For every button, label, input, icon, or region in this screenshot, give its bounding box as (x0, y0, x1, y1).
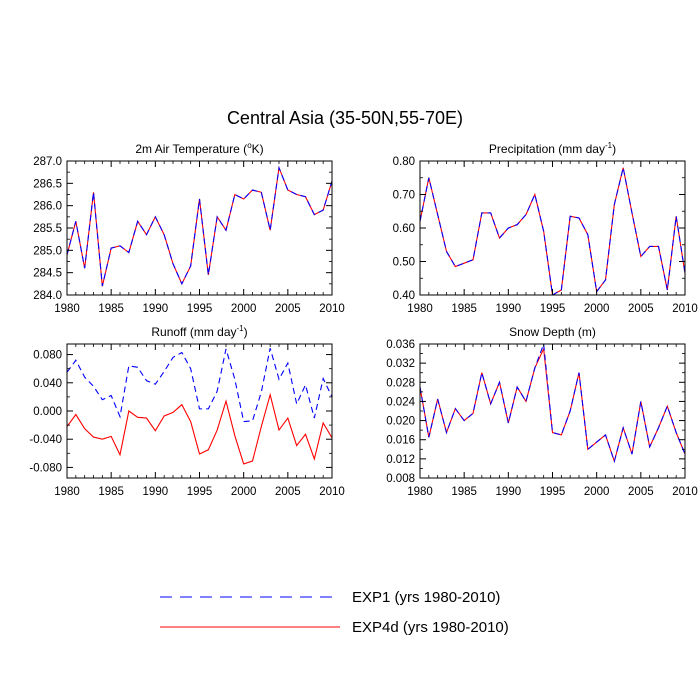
x-tick-label: 1995 (187, 486, 213, 498)
x-tick-label: 1990 (143, 486, 169, 498)
y-tick-label: 0.012 (386, 454, 415, 466)
series-group (67, 348, 332, 465)
series-line-exp1 (420, 167, 685, 295)
x-tick-label: 1990 (143, 303, 169, 315)
y-tick-label: 284.0 (33, 290, 62, 302)
x-tick-label: 2000 (231, 303, 257, 315)
y-tick-label: 0.020 (386, 416, 415, 428)
plot-frame (419, 343, 686, 479)
y-tick-label: 285.5 (33, 223, 62, 235)
series-line-exp1 (420, 344, 685, 464)
panel-temperature: 2m Air Temperature (oK) 1980 1985 1990 1995 2… (33, 141, 345, 315)
x-tick-label: 2010 (319, 486, 345, 498)
x-tick-label: 2000 (584, 303, 610, 315)
main-title: Central Asia (35-50N,55-70E) (227, 108, 463, 128)
panel-title: Precipitation (mm day-1) (489, 141, 616, 156)
panel-title-post: ) (244, 325, 248, 339)
y-tick-label: 0.028 (386, 377, 415, 389)
panel-title: Snow Depth (m) (509, 325, 596, 339)
y-tick-label: -0.080 (29, 462, 62, 474)
x-tick-label: 2000 (584, 486, 610, 498)
y-tick-label: 0.80 (393, 156, 415, 168)
y-tick-label: 0.70 (393, 190, 415, 202)
panel-runoff: Runoff (mm day-1) 1980 1985 1990 1995 2000 200… (29, 324, 344, 498)
x-tick-label: 2010 (319, 303, 345, 315)
x-tick-label: 1985 (451, 303, 477, 315)
y-tick-label: 286.5 (33, 178, 62, 190)
x-tick-label: 1995 (540, 486, 566, 498)
x-tick-label: 1985 (98, 486, 124, 498)
series-line-exp4d (420, 167, 685, 295)
series-line-exp1 (67, 165, 332, 287)
panel-title: 2m Air Temperature (oK) (135, 141, 263, 156)
y-tick-label: 0.032 (386, 358, 415, 370)
x-tick-label: 1980 (407, 486, 433, 498)
legend-label-exp1: EXP1 (yrs 1980-2010) (352, 589, 500, 606)
series-line-exp4d (420, 346, 685, 464)
x-tick-label: 2005 (628, 486, 654, 498)
x-tick-label: 1995 (187, 303, 213, 315)
plot-frame (419, 160, 686, 296)
x-tick-label: 1980 (54, 486, 80, 498)
y-tick-label: 0.016 (386, 435, 415, 447)
x-tick-label: 2005 (628, 303, 654, 315)
y-tick-label: 286.0 (33, 201, 62, 213)
y-tick-label: 0.080 (33, 350, 62, 362)
x-tick-label: 1985 (451, 486, 477, 498)
x-tick-label: 1995 (540, 303, 566, 315)
plot-frame (66, 343, 333, 479)
panel-title-post: K) (252, 142, 264, 156)
panel-title-post: ) (612, 142, 616, 156)
x-tick-label: 1980 (407, 303, 433, 315)
panel-title-sup: -1 (605, 141, 613, 150)
panel-title-sup: o (247, 141, 252, 150)
y-tick-label: 0.50 (393, 257, 415, 269)
x-tick-label: 2005 (275, 303, 301, 315)
y-tick-label: 0.008 (386, 473, 415, 485)
panel-title-main: Precipitation (mm day (489, 142, 605, 156)
x-tick-label: 2010 (672, 303, 698, 315)
legend: EXP1 (yrs 1980-2010) EXP4d (yrs 1980-201… (160, 589, 509, 636)
legend-label-exp4d: EXP4d (yrs 1980-2010) (352, 619, 509, 636)
plot-frame (66, 160, 333, 296)
panel-title-main: Snow Depth (m) (509, 325, 596, 339)
x-tick-label: 1980 (54, 303, 80, 315)
panel-title: Runoff (mm day-1) (151, 324, 247, 339)
y-tick-label: 285.0 (33, 245, 62, 257)
y-tick-label: 0.60 (393, 223, 415, 235)
x-tick-label: 2010 (672, 486, 698, 498)
y-tick-label: 0.040 (33, 378, 62, 390)
y-tick-label: 287.0 (33, 156, 62, 168)
panel-snow-depth: Snow Depth (m) 1980 1985 1990 1995 2000 2005 20… (386, 325, 698, 498)
x-tick-label: 2005 (275, 486, 301, 498)
y-tick-label: 0.036 (386, 339, 415, 351)
series-line-exp4d (67, 392, 332, 465)
y-tick-label: 0.000 (33, 406, 62, 418)
series-group (67, 165, 332, 287)
panel-title-main: 2m Air Temperature ( (135, 142, 247, 156)
series-group (420, 344, 685, 464)
series-line-exp1 (67, 348, 332, 423)
series-group (420, 167, 685, 295)
y-tick-label: 0.40 (393, 290, 415, 302)
panel-title-sup: -1 (237, 324, 245, 333)
x-tick-label: 2000 (231, 486, 257, 498)
x-tick-label: 1990 (496, 303, 522, 315)
y-tick-label: 0.024 (386, 396, 415, 408)
x-tick-label: 1985 (98, 303, 124, 315)
y-tick-label: -0.040 (29, 434, 62, 446)
panel-title-main: Runoff (mm day (151, 325, 236, 339)
y-tick-label: 284.5 (33, 268, 62, 280)
panel-precipitation: Precipitation (mm day-1) 1980 1985 1990 1995… (393, 141, 698, 315)
x-tick-label: 1990 (496, 486, 522, 498)
